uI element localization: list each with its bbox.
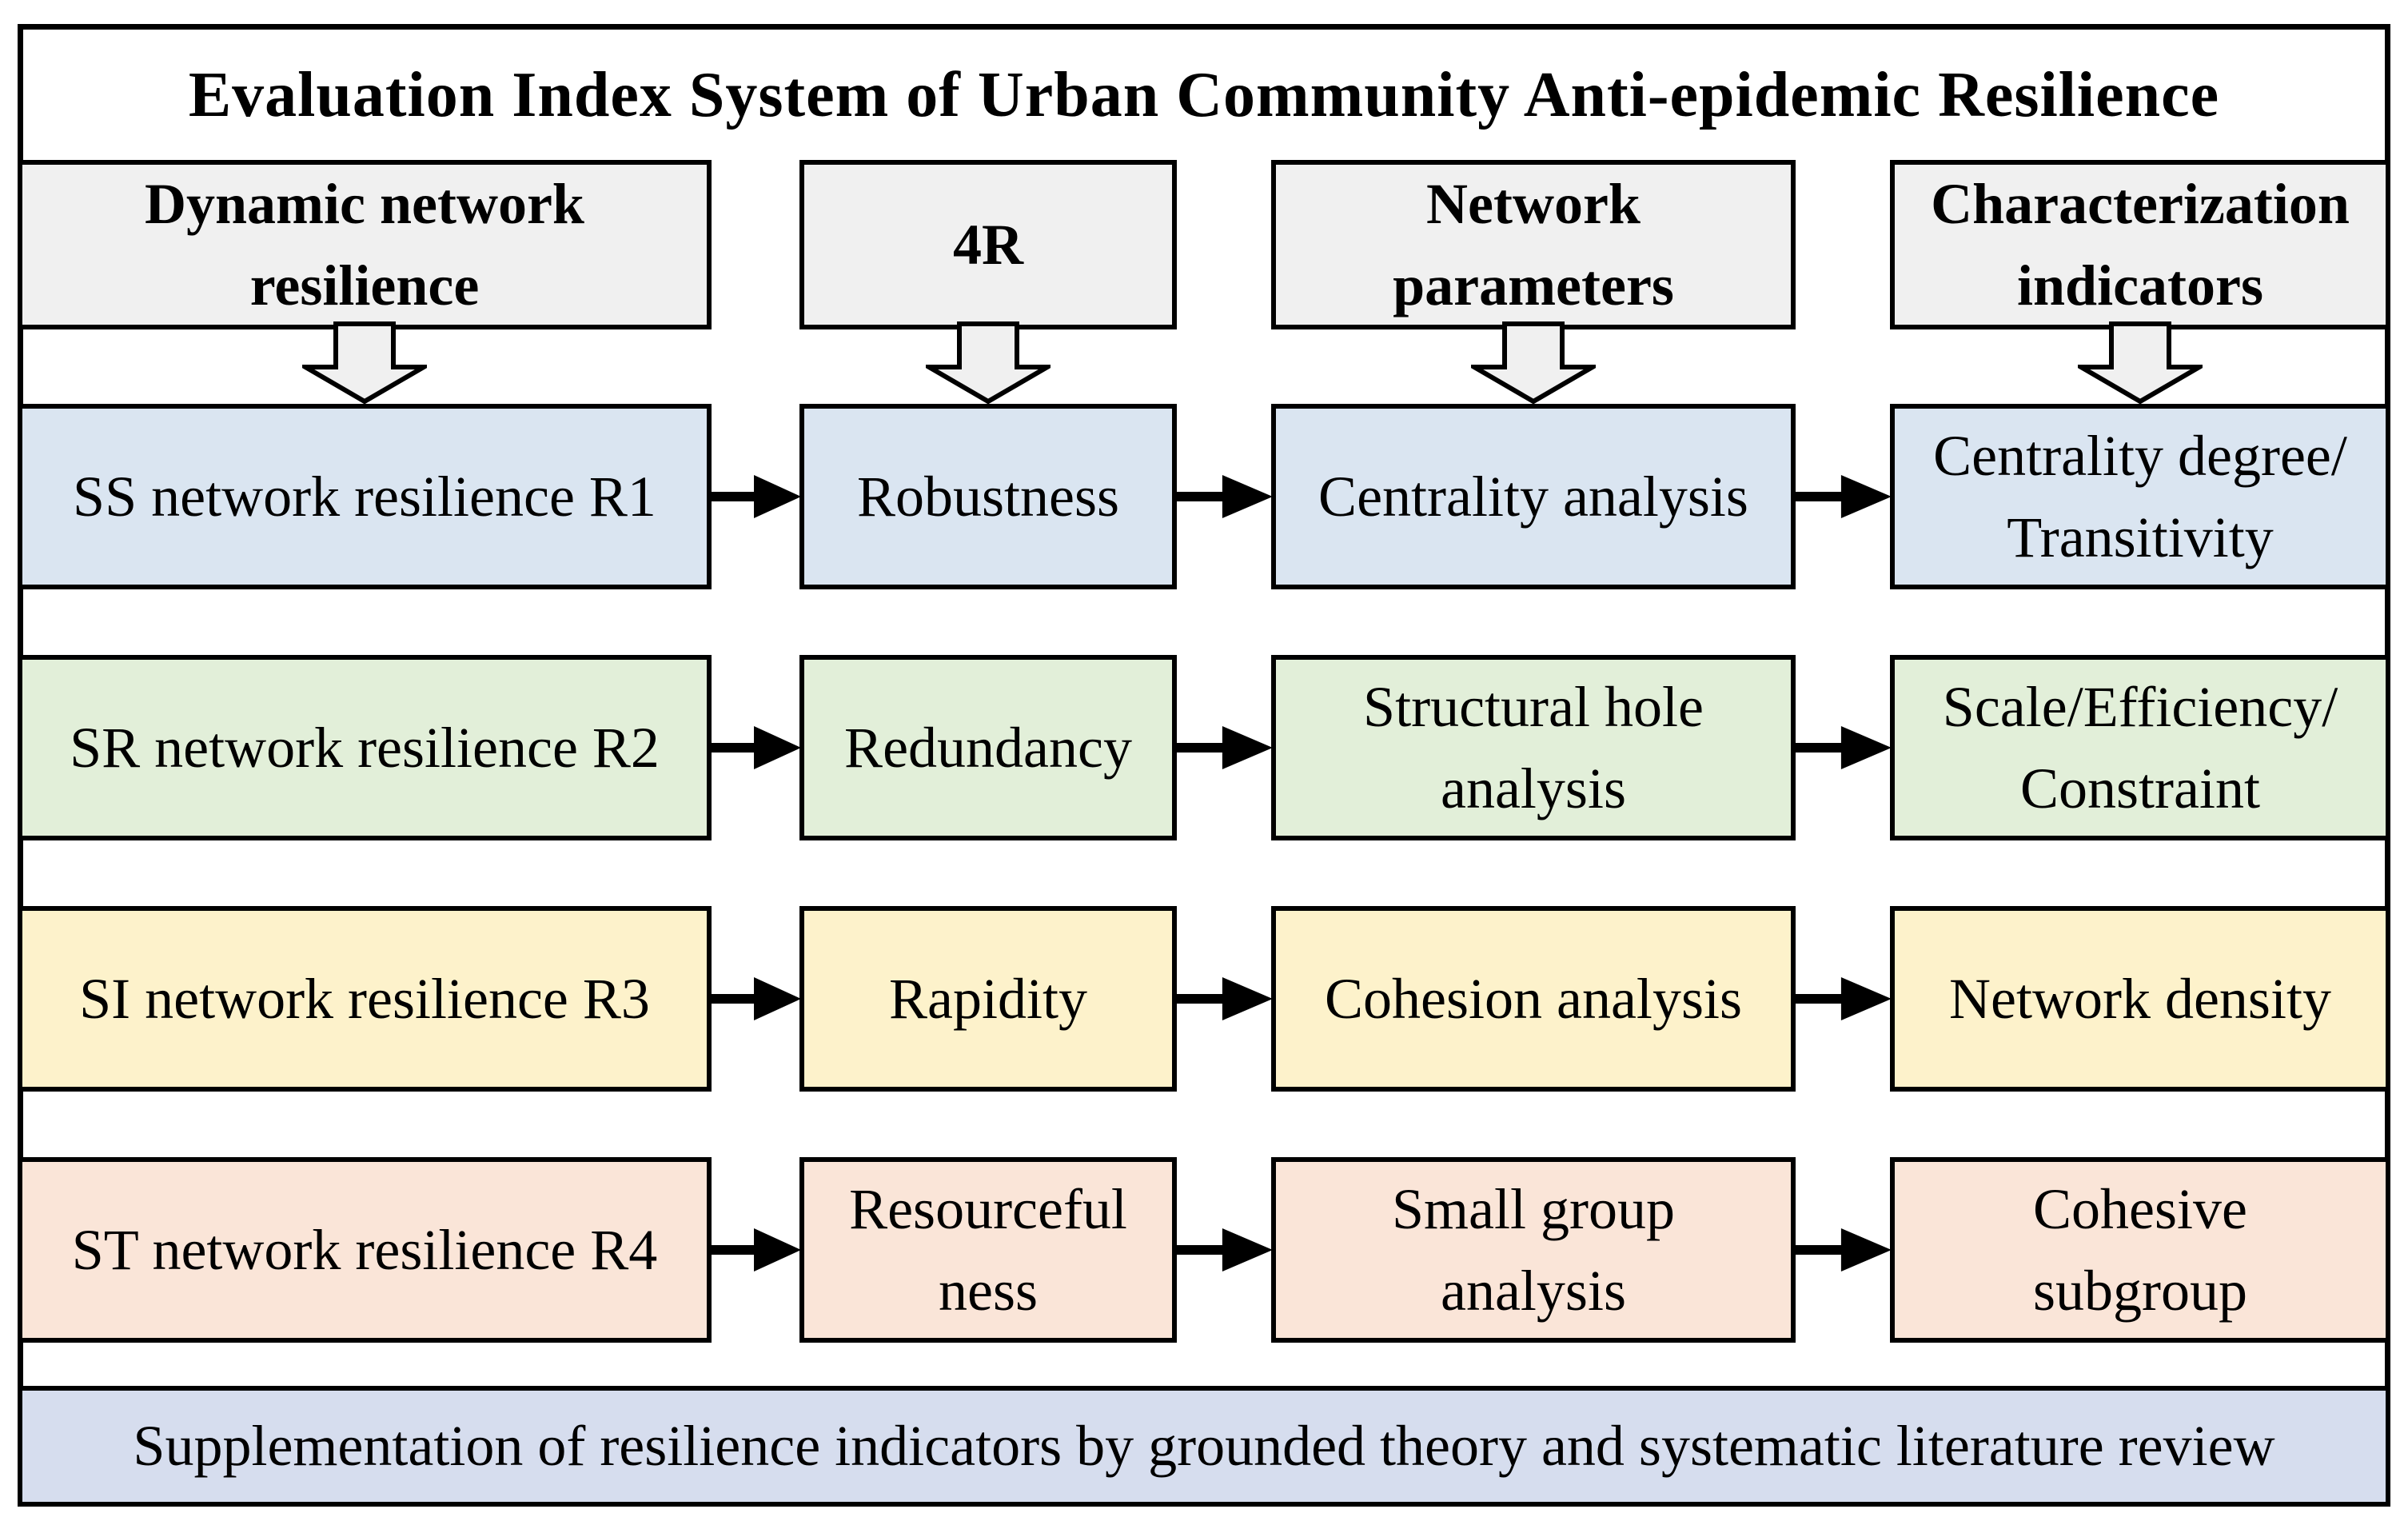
sr-network-resilience-box: SR network resilience R2 — [18, 655, 712, 840]
centrality-analysis-box: Centrality analysis — [1271, 404, 1796, 589]
down-arrow-icon — [302, 321, 427, 404]
centrality-degree-transitivity-box: Centrality degree/ Transitivity — [1890, 404, 2390, 589]
small-group-analysis-box: Small group analysis — [1271, 1157, 1796, 1343]
box-label-line: SI network resilience R3 — [79, 966, 650, 1031]
box-label-line: Constraint — [2020, 757, 2260, 820]
box-label-line: SS network resilience R1 — [73, 464, 656, 529]
right-arrow-icon — [1792, 473, 1893, 521]
right-arrow-icon — [1792, 1226, 1893, 1274]
resourcefulness-box: Resourceful ness — [799, 1157, 1177, 1343]
right-arrow-icon — [708, 724, 803, 772]
right-arrow-icon — [708, 1226, 803, 1274]
header-dynamic-network-resilience: Dynamic network resilience — [18, 160, 712, 329]
box-label-line: Transitivity — [2007, 505, 2274, 569]
box-label-line: Scale/Efficiency/ — [1942, 674, 2338, 739]
down-arrow-icon — [1471, 321, 1596, 404]
right-arrow-icon — [1174, 975, 1274, 1023]
header-label-line: resilience — [249, 254, 480, 317]
header-4r: 4R — [799, 160, 1177, 329]
network-density-box: Network density — [1890, 906, 2390, 1092]
box-label-line: Resourceful — [849, 1176, 1127, 1241]
right-arrow-icon — [1792, 724, 1893, 772]
scale-efficiency-constraint-box: Scale/Efficiency/ Constraint — [1890, 655, 2390, 840]
box-label-line: ness — [939, 1259, 1038, 1323]
header-label-line: Network — [1426, 171, 1641, 236]
st-network-resilience-box: ST network resilience R4 — [18, 1157, 712, 1343]
right-arrow-icon — [708, 975, 803, 1023]
box-label-line: Network density — [1949, 966, 2331, 1031]
structural-hole-analysis-box: Structural hole analysis — [1271, 655, 1796, 840]
box-label-line: analysis — [1441, 757, 1626, 820]
box-label-line: Rapidity — [889, 966, 1087, 1031]
rapidity-box: Rapidity — [799, 906, 1177, 1092]
down-arrow-icon — [926, 321, 1051, 404]
right-arrow-icon — [1174, 724, 1274, 772]
down-arrow-icon — [2078, 321, 2203, 404]
header-label-line: 4R — [953, 212, 1023, 277]
header-label-line: Characterization — [1931, 171, 2350, 236]
box-label-line: Cohesive — [2033, 1176, 2247, 1241]
box-label-line: ST network resilience R4 — [71, 1217, 658, 1282]
header-characterization-indicators: Characterization indicators — [1890, 160, 2390, 329]
box-label-line: Centrality analysis — [1318, 464, 1748, 529]
header-network-parameters: Network parameters — [1271, 160, 1796, 329]
box-label-line: Small group — [1392, 1176, 1675, 1241]
box-label-line: Cohesion analysis — [1325, 966, 1742, 1031]
box-label-line: Robustness — [856, 464, 1120, 529]
header-label-line: parameters — [1393, 254, 1674, 317]
diagram-title: Evaluation Index System of Urban Communi… — [188, 59, 2220, 130]
right-arrow-icon — [1174, 473, 1274, 521]
box-label-line: Centrality degree/ — [1933, 423, 2347, 488]
robustness-box: Robustness — [799, 404, 1177, 589]
right-arrow-icon — [1174, 1226, 1274, 1274]
cohesion-analysis-box: Cohesion analysis — [1271, 906, 1796, 1092]
box-label-line: Structural hole — [1363, 674, 1704, 739]
header-label-line: indicators — [2016, 254, 2263, 317]
box-label-line: Redundancy — [844, 715, 1132, 780]
box-label-line: SR network resilience R2 — [70, 715, 660, 780]
header-label-line: Dynamic network — [145, 171, 584, 236]
si-network-resilience-box: SI network resilience R3 — [18, 906, 712, 1092]
redundancy-box: Redundancy — [799, 655, 1177, 840]
footer-bar: Supplementation of resilience indicators… — [18, 1386, 2390, 1507]
footer-text: Supplementation of resilience indicators… — [133, 1414, 2275, 1478]
box-label-line: subgroup — [2033, 1259, 2247, 1323]
right-arrow-icon — [1792, 975, 1893, 1023]
right-arrow-icon — [708, 473, 803, 521]
cohesive-subgroup-box: Cohesive subgroup — [1890, 1157, 2390, 1343]
box-label-line: analysis — [1441, 1259, 1626, 1323]
ss-network-resilience-box: SS network resilience R1 — [18, 404, 712, 589]
